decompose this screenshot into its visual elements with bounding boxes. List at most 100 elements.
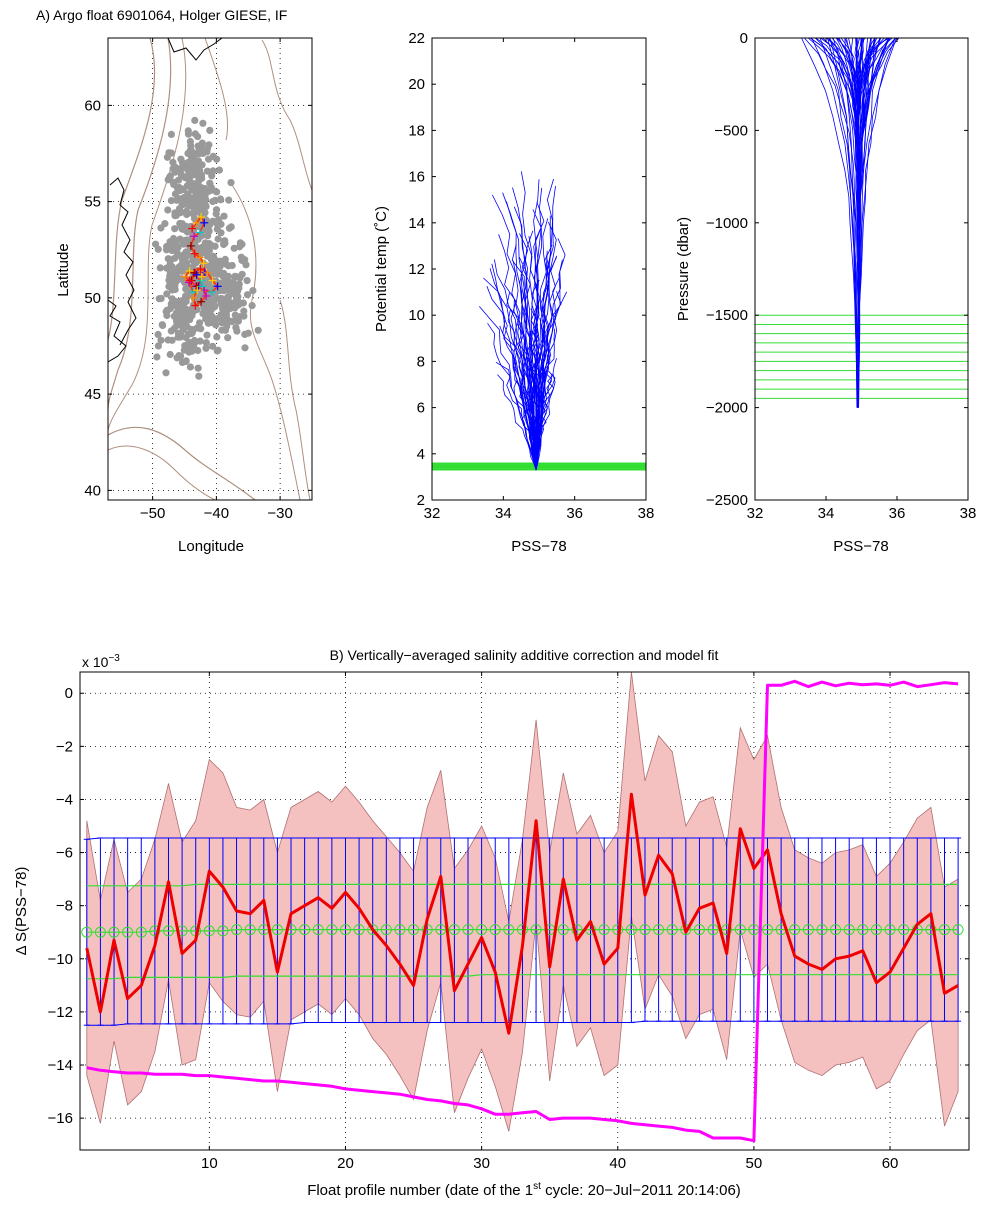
historical-point: [224, 316, 232, 324]
historical-point: [188, 310, 196, 318]
historical-point: [202, 344, 210, 352]
historical-point: [203, 252, 211, 260]
historical-point: [168, 336, 176, 344]
ps-profile-line: [829, 38, 858, 408]
historical-point: [182, 207, 190, 215]
historical-point: [209, 258, 217, 266]
ts-profile-line: [531, 352, 541, 471]
fit-marker: [394, 924, 406, 936]
historical-point: [248, 302, 256, 310]
historical-point: [201, 310, 209, 318]
historical-point: [197, 325, 205, 333]
historical-point: [184, 263, 192, 271]
fit-marker: [802, 924, 814, 936]
x-tick-label: 60: [882, 1155, 899, 1172]
ts-profile-line: [530, 308, 540, 471]
historical-point: [224, 273, 232, 281]
map-ylabel: Latitude: [55, 243, 72, 296]
fit-marker: [408, 924, 419, 936]
pressure-salinity-panel: 32 34 36 38 0 −500 −1000 −1500 −2000 −2500 PSS−78…: [675, 30, 976, 555]
historical-point: [183, 252, 191, 261]
historical-point: [211, 196, 219, 204]
ps-xlabel: PSS−78: [833, 538, 888, 555]
theta-levels: [432, 462, 646, 471]
y-tick-label: −1500: [706, 307, 748, 324]
fit-marker: [340, 924, 351, 936]
historical-point: [209, 186, 217, 194]
historical-point: [209, 167, 217, 175]
historical-point: [163, 264, 171, 272]
x-tick-label: 10: [201, 1155, 218, 1172]
historical-point: [194, 157, 203, 165]
historical-point: [204, 232, 212, 240]
fit-marker: [898, 924, 910, 936]
correction-panel: 10 20 30 40 50 60 0 −2 −4 −6 −8 −10 −12 −14 −16 x 10−3…: [13, 653, 970, 1199]
panel-a-title: A) Argo float 6901064, Holger GIESE, IF: [36, 7, 287, 23]
ps-profile-line: [815, 38, 858, 146]
ts-profile-line: [535, 371, 552, 471]
historical-point: [217, 229, 225, 237]
historical-point: [185, 338, 193, 346]
historical-point: [209, 302, 217, 311]
y-tick-label: −1000: [706, 215, 748, 232]
error-bound-upper: [86, 837, 959, 840]
y-tick-label: 0: [740, 30, 748, 47]
historical-point: [183, 172, 191, 181]
fit-marker: [530, 924, 542, 936]
historical-point: [172, 317, 181, 325]
fit-marker: [693, 924, 705, 936]
historical-point: [191, 130, 199, 138]
fit-marker: [680, 924, 692, 936]
historical-point: [173, 196, 181, 204]
fit-marker: [952, 924, 964, 936]
y-tick-label: −500: [714, 122, 748, 139]
ts-profiles: [478, 171, 568, 471]
historical-point: [238, 270, 246, 278]
historical-point: [213, 347, 221, 355]
x-tick-label: −40: [204, 505, 229, 522]
fit-marker: [367, 924, 379, 936]
fit-marker: [462, 924, 474, 936]
theta-salinity-panel: 32 34 36 38 2 4 6 8 10 12 14 16 18 20 22 PSS−78 Potent…: [373, 30, 654, 555]
fit-marker: [925, 924, 937, 936]
correction-line: [85, 792, 959, 1035]
historical-point: [225, 196, 233, 204]
historical-point: [153, 353, 161, 361]
y-tick-label: 45: [84, 386, 101, 403]
historical-point: [190, 336, 198, 345]
ps-profile-line: [858, 38, 896, 408]
historical-point: [181, 345, 189, 353]
coastline-newfoundland: [108, 299, 127, 363]
fit-marker: [557, 924, 569, 936]
historical-point: [205, 240, 213, 248]
historical-point: [171, 268, 179, 276]
bathymetry-contour: [108, 445, 216, 500]
historical-point: [157, 224, 165, 232]
historical-point: [204, 319, 213, 327]
historical-point: [182, 297, 190, 305]
ts-profile-line: [497, 374, 537, 471]
y-tick-label: 40: [84, 482, 101, 499]
historical-point: [186, 363, 194, 371]
y-tick-label: 0: [65, 685, 73, 702]
y-tick-label: 4: [417, 446, 425, 463]
reference-line: [86, 679, 959, 1143]
historical-point: [239, 299, 247, 307]
historical-point: [169, 244, 177, 252]
fit-marker: [789, 924, 801, 936]
ps-profile-line: [844, 38, 859, 214]
ts-profile-line: [535, 291, 568, 471]
historical-point: [182, 357, 190, 366]
historical-point: [187, 194, 195, 202]
fit-marker: [476, 924, 488, 936]
historical-point: [178, 201, 186, 209]
fit-marker: [231, 924, 243, 936]
ps-profile-line: [815, 38, 858, 195]
ts-profile-line: [498, 234, 537, 471]
historical-point: [215, 166, 223, 174]
fit-marker: [244, 924, 256, 936]
historical-point: [227, 223, 235, 231]
historical-point: [163, 290, 171, 298]
bathymetry-contour: [108, 38, 172, 411]
historical-point: [189, 180, 197, 188]
